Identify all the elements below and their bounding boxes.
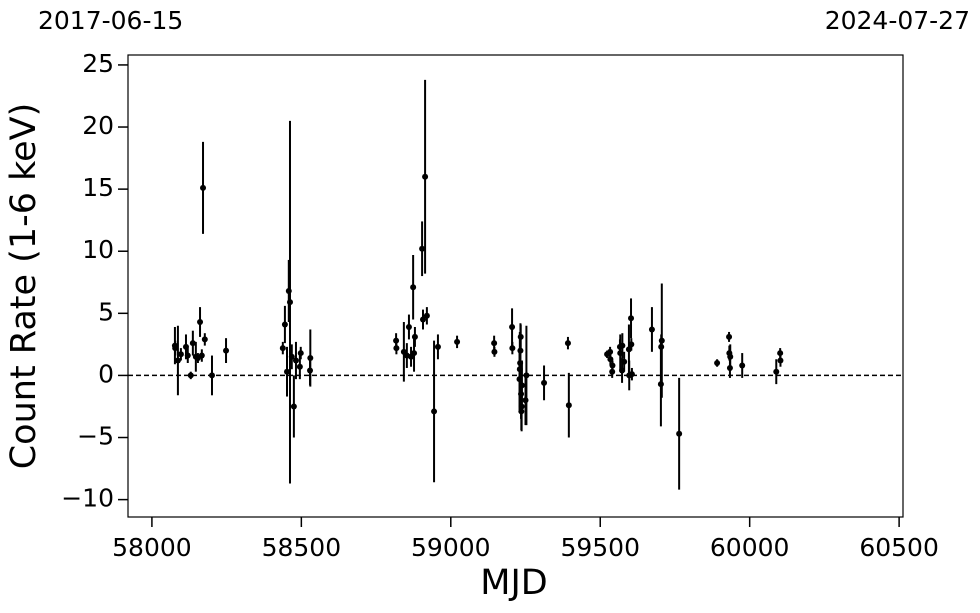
data-point xyxy=(621,358,628,365)
y-tick-label: 20 xyxy=(82,111,114,140)
data-point xyxy=(609,362,616,369)
top-right-date: 2024-07-27 xyxy=(825,6,970,35)
data-point xyxy=(172,345,179,352)
y-axis-label: Count Rate (1-6 keV) xyxy=(4,103,44,470)
data-point xyxy=(739,362,746,369)
x-tick-label: 58000 xyxy=(112,533,192,562)
data-point xyxy=(628,371,635,378)
data-point xyxy=(411,333,418,340)
x-tick-label: 59500 xyxy=(560,533,640,562)
data-point xyxy=(187,372,194,379)
data-point xyxy=(773,368,780,375)
data-point xyxy=(454,338,461,345)
data-point xyxy=(628,315,635,322)
data-point xyxy=(607,348,614,355)
data-point xyxy=(727,353,734,360)
data-point xyxy=(286,299,293,306)
data-point xyxy=(517,347,524,354)
data-point xyxy=(658,337,665,344)
data-point xyxy=(189,340,196,347)
data-point xyxy=(177,351,184,358)
y-tick-label: −10 xyxy=(61,484,114,513)
y-tick-label: 25 xyxy=(82,49,114,78)
y-tick-label: 15 xyxy=(82,173,114,202)
data-point xyxy=(564,340,571,347)
data-point xyxy=(201,336,208,343)
x-tick-label: 58500 xyxy=(262,533,342,562)
data-point xyxy=(431,408,438,415)
data-point xyxy=(509,345,516,352)
data-point xyxy=(223,347,230,354)
data-point xyxy=(491,348,498,355)
plot-frame xyxy=(127,54,904,518)
data-point xyxy=(297,350,304,357)
data-point xyxy=(208,372,215,379)
data-point xyxy=(619,342,626,349)
data-point xyxy=(307,355,314,362)
data-point xyxy=(434,343,441,350)
data-point xyxy=(198,352,205,359)
data-point xyxy=(726,333,733,340)
data-point xyxy=(518,382,525,389)
y-tick-label: 0 xyxy=(98,359,114,388)
data-point xyxy=(523,372,530,379)
data-point xyxy=(284,368,291,375)
data-point xyxy=(393,345,400,352)
data-point xyxy=(648,326,655,333)
x-tick-label: 60000 xyxy=(710,533,790,562)
data-point xyxy=(292,357,299,364)
data-point xyxy=(419,316,426,323)
data-point xyxy=(184,352,191,359)
data-point xyxy=(174,357,181,364)
data-point xyxy=(777,357,784,364)
y-tick-label: −5 xyxy=(77,422,114,451)
data-point xyxy=(422,173,429,180)
data-point xyxy=(279,345,286,352)
data-point xyxy=(628,341,635,348)
data-point xyxy=(296,363,303,370)
data-point xyxy=(405,323,412,330)
y-tick-label: 10 xyxy=(82,235,114,264)
data-point xyxy=(714,360,721,366)
data-point xyxy=(676,430,683,437)
data-point xyxy=(197,319,204,326)
data-point xyxy=(281,321,288,328)
data-point xyxy=(609,368,616,375)
x-tick-label: 59000 xyxy=(411,533,491,562)
data-point xyxy=(288,353,295,360)
top-left-date: 2017-06-15 xyxy=(38,6,183,35)
data-point xyxy=(423,312,430,319)
data-point xyxy=(541,379,548,386)
data-point xyxy=(565,402,572,409)
data-point xyxy=(509,323,516,330)
data-point xyxy=(419,245,426,252)
y-tick-label: 5 xyxy=(98,297,114,326)
x-tick-label: 60500 xyxy=(859,533,939,562)
data-point xyxy=(290,403,297,410)
data-point xyxy=(777,350,784,357)
x-axis-label: MJD xyxy=(480,563,547,603)
data-point xyxy=(200,184,207,191)
data-point xyxy=(410,284,417,291)
data-point xyxy=(517,333,524,340)
data-point xyxy=(393,337,400,344)
data-point xyxy=(411,350,418,357)
data-point xyxy=(491,340,498,347)
